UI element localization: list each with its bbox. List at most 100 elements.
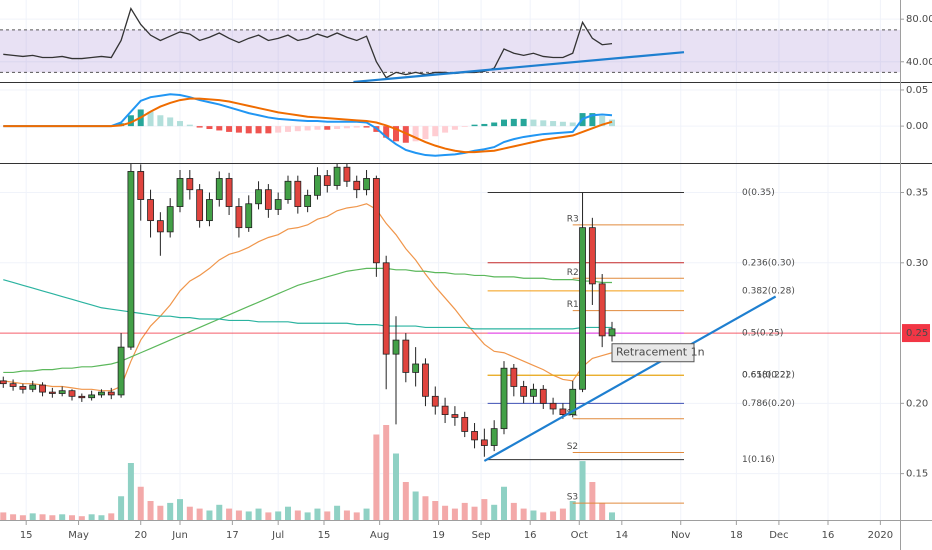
- x-tick-label: 14: [615, 530, 628, 541]
- moving-average: [3, 267, 612, 374]
- volume-bar: [186, 506, 193, 520]
- volume-bar: [393, 453, 399, 520]
- candle-body: [78, 395, 86, 399]
- volume-bar: [481, 499, 488, 520]
- volume-bar: [147, 501, 154, 520]
- fib-label: 0(0.35): [742, 188, 775, 198]
- macd-histogram-bar: [255, 126, 262, 134]
- volume-bar: [353, 512, 360, 520]
- candle-body: [156, 220, 164, 233]
- macd-histogram-bar: [314, 126, 321, 130]
- candle-body: [549, 402, 557, 410]
- y-tick-label: 0.00: [906, 121, 928, 132]
- macd-histogram-bar: [157, 115, 164, 127]
- macd-histogram-bar: [520, 118, 527, 127]
- candle-body: [274, 199, 282, 210]
- macd-histogram-bar: [569, 122, 576, 127]
- macd-histogram-bar: [275, 126, 282, 133]
- grid: [0, 0, 900, 520]
- pivot-label: S3: [567, 493, 578, 503]
- candle-body: [480, 439, 488, 446]
- candle-body: [107, 391, 115, 396]
- macd-signal-line: [3, 97, 613, 154]
- rsi-trendline: [353, 51, 685, 84]
- volume-bar: [196, 508, 203, 520]
- x-tick-label: Aug: [370, 530, 390, 541]
- x-tick-label: Sep: [472, 530, 491, 541]
- candle-body: [598, 283, 606, 337]
- x-tick-label: May: [68, 530, 89, 541]
- volume-bar: [383, 425, 390, 520]
- candle-body: [9, 383, 17, 387]
- volume-bar: [127, 463, 134, 520]
- x-tick-label: 16: [524, 530, 537, 541]
- volume-bar: [0, 512, 7, 520]
- fib-label: 0.65(0.22): [742, 371, 789, 381]
- candle-body: [372, 178, 380, 264]
- trendline: [483, 295, 777, 462]
- moving-average: [3, 203, 613, 392]
- volume-bar: [157, 505, 164, 520]
- macd-histogram-bar: [363, 126, 370, 128]
- macd-histogram-bar: [206, 126, 213, 130]
- candle-body: [530, 388, 537, 397]
- candle-body: [147, 199, 154, 222]
- candle-body: [451, 414, 459, 418]
- candle-body: [29, 384, 37, 390]
- volume-bar: [19, 515, 26, 520]
- axes: 15 May 20 Jun 17 Jul 15 Aug 19 Sep 16 Oct 14 Nov 18 Dec…: [20, 14, 932, 541]
- candle-body: [206, 199, 213, 222]
- candle-body: [196, 189, 204, 222]
- candle-body: [579, 227, 586, 390]
- macd-histogram-bar: [324, 126, 331, 130]
- y-tick-label: 0.15: [906, 469, 928, 480]
- macd-histogram-bar: [393, 126, 399, 142]
- fib-label: 0.5(0.25): [742, 329, 783, 339]
- y-tick-label: 80.00: [906, 14, 932, 25]
- volume-bar: [294, 510, 301, 520]
- macd-histogram-bar: [177, 121, 183, 127]
- x-tick-label: 15: [20, 530, 33, 541]
- candle-body: [461, 416, 469, 432]
- volume-bar: [10, 514, 17, 520]
- candle-body: [490, 428, 498, 446]
- macd-histogram-bar: [451, 126, 458, 130]
- x-tick-label: 16: [822, 530, 835, 541]
- volume-bar: [137, 486, 144, 520]
- volume-bar: [559, 508, 566, 520]
- volume-bar: [108, 513, 115, 520]
- volume-bar: [589, 482, 596, 520]
- candle-body: [559, 408, 567, 415]
- pivot-label: R3: [567, 214, 579, 224]
- volume-bar: [177, 499, 183, 520]
- last-price-box: [902, 324, 930, 343]
- candle-body: [39, 384, 46, 393]
- x-tick-label: 20: [134, 530, 147, 541]
- candle-body: [588, 227, 596, 285]
- macd-histogram-bar: [432, 126, 439, 137]
- candle-body: [353, 180, 361, 191]
- y-tick-label: 40.00: [906, 57, 932, 68]
- volume-bar: [471, 506, 478, 520]
- candle-body: [510, 367, 518, 387]
- macd-histogram-bar: [265, 126, 272, 134]
- y-tick-label: 0.05: [906, 85, 928, 96]
- volume-bar: [88, 514, 95, 520]
- volume-bar: [265, 512, 272, 520]
- volume-bar: [216, 504, 223, 520]
- macd-histogram-bar: [353, 126, 360, 128]
- macd-histogram-bar: [559, 121, 566, 127]
- volume-bar: [39, 514, 46, 520]
- candle-body: [264, 189, 272, 210]
- candle-body: [117, 346, 125, 396]
- macd-histogram-bar: [383, 126, 390, 138]
- volume-bar: [285, 506, 291, 520]
- macd-histogram-bar: [461, 126, 468, 127]
- x-tick-label: Jul: [271, 530, 284, 541]
- volume-bar: [275, 511, 282, 520]
- candle-body: [382, 262, 390, 355]
- volume-bar: [599, 502, 606, 520]
- volume-bar: [245, 511, 252, 520]
- pivot-label: R1: [567, 300, 579, 310]
- macd-histogram-bar: [343, 126, 350, 129]
